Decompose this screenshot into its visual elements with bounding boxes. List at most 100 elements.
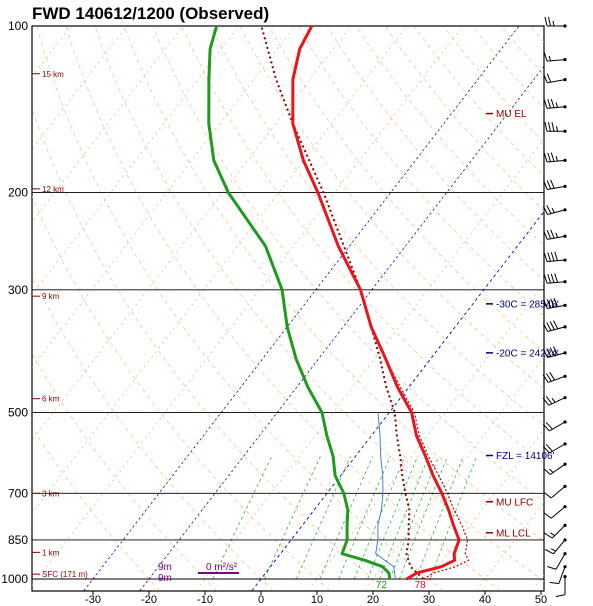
temperature-point (298, 47, 301, 51)
wind-barb-station-dot (563, 280, 567, 284)
wind-barb-flag (549, 581, 559, 585)
temperature-tick-label: 40 (479, 594, 491, 606)
wind-barb-flag (542, 423, 550, 432)
wind-barb-flag (543, 180, 548, 190)
dewpoint-point (227, 191, 230, 194)
wind-barb-flag (553, 297, 559, 307)
wind-barb-half-flag (555, 156, 559, 162)
wind-barb-flag (550, 252, 555, 262)
dry-adiabat-line (32, 276, 274, 591)
level-marker-label: MU EL (496, 109, 527, 120)
temperature-point (457, 538, 461, 542)
wind-barb (542, 396, 567, 406)
dewpoint-point (340, 552, 344, 555)
wind-barb-staff (558, 566, 566, 584)
wind-barb-station-dot (563, 484, 567, 488)
wind-barb-half-flag (550, 532, 556, 537)
wind-barb-station-dot (563, 77, 567, 82)
mixing-ratio-line (379, 456, 430, 580)
dewpoint-point (294, 357, 298, 361)
wind-barb-flag (545, 444, 553, 452)
dewpoint-point (207, 78, 211, 81)
wind-barb (543, 484, 567, 499)
height-label: 15 km (42, 70, 64, 79)
wind-barb-flag (549, 347, 555, 356)
wind-barb-half-flag (549, 468, 554, 473)
wind-barb-flag (546, 73, 552, 83)
wind-barb-flag (546, 299, 552, 309)
wind-barb-station-dot (563, 538, 567, 542)
dewpoint-point (207, 122, 210, 125)
wind-barb-flag (543, 74, 548, 83)
surface-temp-label: 78 (415, 580, 427, 591)
dewpoint-point (387, 571, 391, 575)
temperature-tick-label: 50 (535, 594, 547, 606)
pressure-tick-label: 700 (8, 486, 28, 500)
wind-barb-station-dot (563, 396, 567, 400)
effective-inflow-label: 0 m²/s² (206, 562, 238, 573)
wind-barb-staff (549, 443, 566, 454)
wind-barb-flag (548, 16, 551, 27)
isotherm-line (588, 1, 593, 591)
temperature-point (316, 191, 320, 194)
temperature-point (453, 559, 456, 562)
wind-barb-station-dot (563, 565, 567, 569)
wind-barb (543, 52, 567, 62)
wind-barb-station-dot (563, 351, 567, 355)
temperature-point (415, 434, 418, 437)
wind-barb-station-dot (563, 24, 567, 28)
reference-isotherm-line (139, 65, 544, 591)
dewpoint-point (333, 474, 337, 477)
isotherm-line (307, 283, 544, 591)
dewpoint-trace (207, 26, 392, 580)
wind-barb (542, 420, 567, 432)
wind-barb-flag (554, 251, 559, 261)
wind-barb-flag (543, 52, 548, 62)
effective-inflow-top-label: 9m (158, 562, 172, 573)
wind-barb-station-dot (563, 420, 567, 424)
dry-adiabat-line (32, 352, 217, 591)
pressure-tick-label: 500 (8, 406, 28, 420)
temperature-tick-label: -10 (197, 594, 213, 606)
temperature-point (310, 26, 313, 28)
wind-barb-station-dot (563, 57, 567, 62)
wind-barb-flag (543, 491, 552, 499)
isotherm-line (83, 26, 520, 591)
wind-barb-flag (553, 346, 559, 356)
wind-barb-flag (550, 152, 555, 162)
wind-barb (542, 442, 567, 454)
dewpoint-point (286, 325, 289, 329)
isotherm-line (32, 26, 408, 514)
wind-barb-flag (543, 153, 548, 163)
wind-barb-flag (542, 397, 550, 406)
dewpoint-point (363, 559, 367, 562)
dewpoint-point (342, 492, 345, 495)
wind-barb-flag (554, 273, 559, 283)
dewpoint-point (345, 524, 349, 527)
dry-adiabat-line (32, 107, 388, 591)
wind-barb-station-dot (563, 574, 567, 579)
height-label: 1 km (42, 548, 60, 557)
wind-barb-flag (551, 122, 555, 132)
wind-barb-station-dot (563, 258, 567, 262)
wind-barb (543, 98, 567, 109)
wind-barb-station-dot (563, 234, 567, 238)
wind-barb-flag (553, 320, 559, 330)
wind-barb-half-flag (548, 55, 552, 61)
temperature-point (415, 571, 419, 575)
wind-barb-staff (548, 397, 566, 406)
wind-barb (543, 73, 567, 84)
height-label: 6 km (42, 395, 60, 404)
dewpoint-point (331, 455, 335, 458)
grid-layer (32, 1, 593, 591)
dewpoint-point (212, 159, 216, 162)
wind-barb-station-dot (563, 462, 567, 466)
dry-adiabat-line (36, 26, 444, 591)
wind-barb (544, 122, 567, 133)
dewpoint-point (208, 47, 212, 51)
wind-barb-flag (547, 252, 552, 262)
wind-barb-flag (555, 594, 566, 598)
dewpoint-point (264, 244, 267, 248)
temperature-tick-label: 30 (423, 594, 435, 606)
wind-barb-flag (544, 122, 548, 132)
